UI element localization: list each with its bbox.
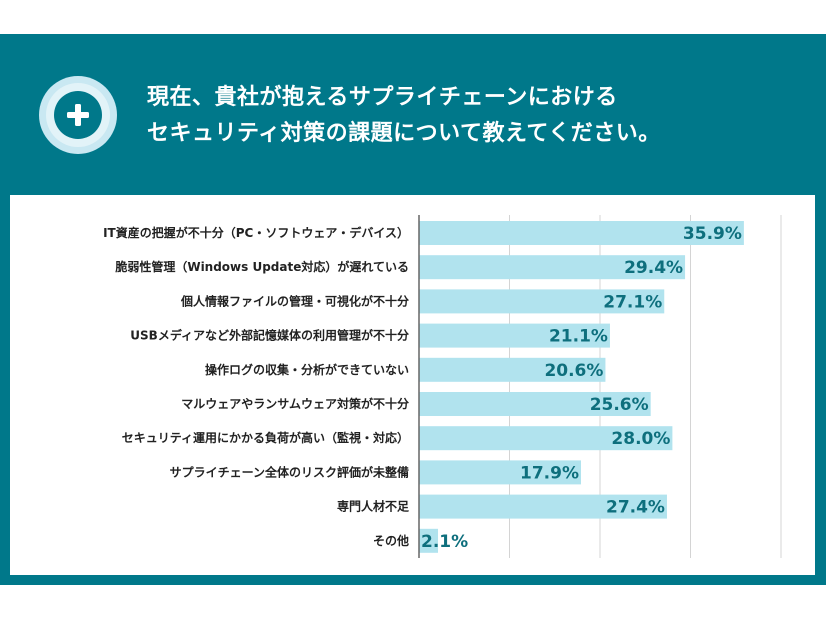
title-line-1: 現在、貴社が抱えるサプライチェーンにおける bbox=[147, 85, 618, 110]
bar bbox=[419, 528, 439, 553]
category-label: 操作ログの収集・分析ができていない bbox=[205, 362, 409, 377]
value-label: 35.9% bbox=[683, 224, 742, 244]
bar bbox=[419, 494, 667, 519]
page-title: 現在、貴社が抱えるサプライチェーンにおける セキュリティ対策の課題について教えて… bbox=[147, 80, 661, 152]
value-label: 29.4% bbox=[624, 258, 683, 278]
category-label: マルウェアやランサムウェア対策が不十分 bbox=[181, 396, 409, 411]
plus-circle-icon bbox=[39, 76, 117, 154]
bar bbox=[419, 357, 606, 382]
value-label: 20.6% bbox=[544, 361, 603, 381]
value-label: 27.1% bbox=[603, 292, 662, 312]
bar bbox=[419, 289, 665, 314]
value-label: 28.0% bbox=[611, 429, 670, 449]
value-label: 17.9% bbox=[520, 463, 579, 483]
category-label: その他 bbox=[373, 533, 409, 548]
value-label: 25.6% bbox=[590, 395, 649, 415]
value-label: 2.1% bbox=[421, 532, 468, 552]
category-label: 脆弱性管理（Windows Update対応）が遅れている bbox=[114, 259, 409, 274]
category-label: サプライチェーン全体のリスク評価が未整備 bbox=[170, 464, 409, 479]
chart-container: IT資産の把握が不十分（PC・ソフトウェア・デバイス） 35.9% 脆弱性管理（Wi… bbox=[10, 195, 815, 575]
bar bbox=[419, 392, 651, 416]
bar bbox=[419, 255, 686, 280]
value-label: 21.1% bbox=[549, 327, 608, 347]
category-label: USBメディアなど外部記憶媒体の利用管理が不十分 bbox=[130, 328, 409, 343]
value-label: 27.4% bbox=[606, 498, 665, 518]
bar bbox=[419, 460, 581, 485]
bar bbox=[419, 323, 610, 348]
category-label: セキュリティ運用にかかる負荷が高い（監視・対応） bbox=[122, 430, 409, 445]
title-line-2: セキュリティ対策の課題について教えてください。 bbox=[147, 121, 661, 146]
bar bbox=[419, 221, 744, 245]
category-label: 専門人材不足 bbox=[337, 499, 409, 514]
bar bbox=[419, 426, 673, 451]
category-label: 個人情報ファイルの管理・可視化が不十分 bbox=[180, 293, 409, 308]
category-label: IT資産の把握が不十分（PC・ソフトウェア・デバイス） bbox=[103, 225, 409, 240]
bar-chart: IT資産の把握が不十分（PC・ソフトウェア・デバイス） 35.9% 脆弱性管理（Wi… bbox=[103, 215, 782, 558]
